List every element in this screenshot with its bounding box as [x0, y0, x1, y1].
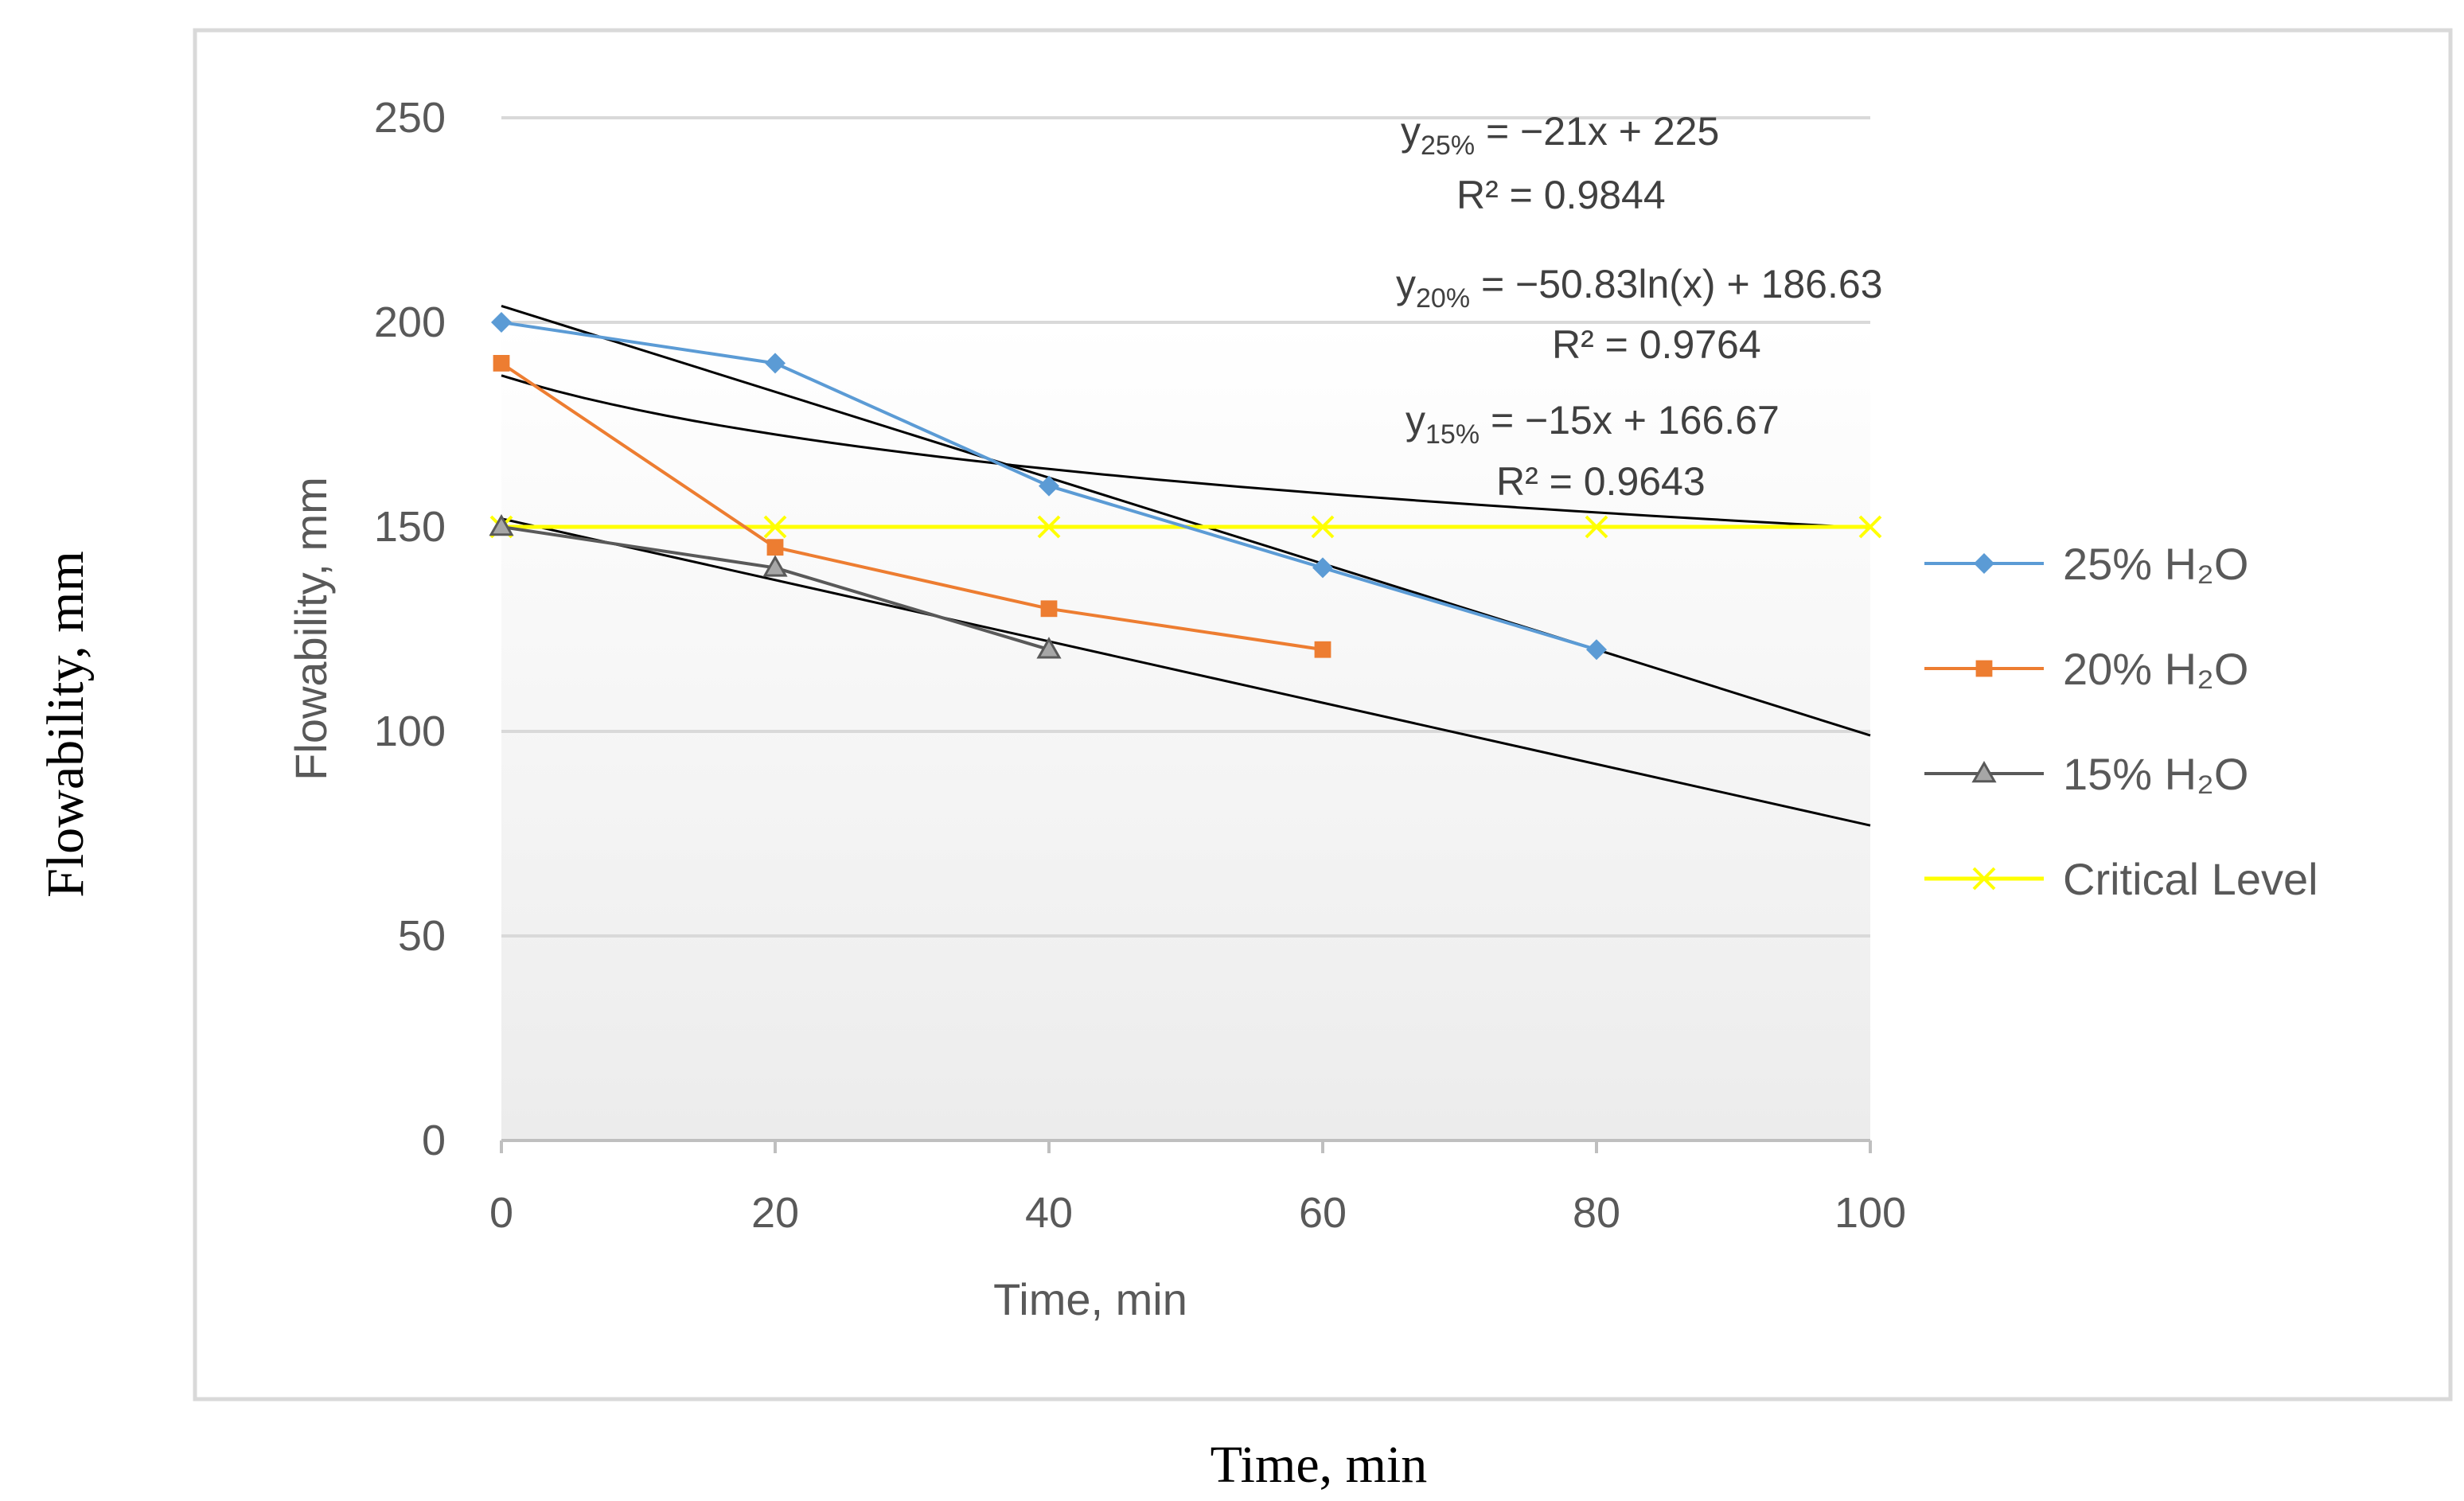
y-axis-title: Flowability, mm [286, 477, 336, 781]
tick-labels: 0 20 40 60 80 100 0 50 100 150 200 250 [374, 94, 1906, 1237]
data-point-3-4 [1585, 515, 1608, 539]
svg-text:R² = 0.9844: R² = 0.9844 [1456, 173, 1666, 217]
legend-item-2: 15% H₂O [1924, 749, 2248, 799]
x-axis-title: Time, min [993, 1274, 1187, 1324]
data-point-1-0 [493, 355, 510, 372]
data-point-1-1 [766, 539, 784, 556]
svg-text:y25% = −21x + 225: y25% = −21x + 225 [1401, 109, 1719, 161]
data-point-0-3 [1312, 557, 1333, 579]
data-point-0-1 [765, 353, 786, 374]
series-0 [491, 312, 1607, 661]
axes [500, 1139, 1872, 1153]
y-tick-label-50: 50 [398, 912, 446, 960]
trendline-equation-15: y15% = −15x + 166.67 R² = 0.9643 [1405, 398, 1780, 504]
data-point-0-4 [1586, 639, 1607, 661]
trendline-2 [501, 517, 1871, 827]
trendline-0 [501, 304, 1871, 737]
trendline-equation-25: y25% = −21x + 225 R² = 0.9844 [1401, 109, 1719, 217]
outer-x-label: Time, min [1211, 1436, 1428, 1494]
trendlines [501, 304, 1871, 827]
legend: 25% H₂O 20% H₂O 15% H₂O Critical Level [1924, 539, 2318, 904]
x-tick-label-20: 20 [751, 1189, 799, 1237]
data-point-3-3 [1311, 515, 1335, 539]
data-point-3-2 [1037, 515, 1061, 539]
series-1 [493, 355, 1331, 658]
legend-item-3: Critical Level [1924, 854, 2318, 904]
svg-text:y15% = −15x + 166.67: y15% = −15x + 166.67 [1405, 398, 1780, 450]
data-point-2-1 [762, 555, 788, 577]
x-tick-label-60: 60 [1299, 1189, 1347, 1237]
legend-label-1: 20% H₂O [2063, 644, 2248, 694]
legend-marker-0 [1974, 553, 1994, 574]
legend-marker-1 [1975, 660, 1993, 677]
legend-item-1: 20% H₂O [1924, 644, 2248, 694]
data-point-2-0 [489, 513, 514, 536]
svg-text:y20% = −50.83ln(x) + 186.63: y20% = −50.83ln(x) + 186.63 [1396, 262, 1883, 314]
legend-label-3: Critical Level [2063, 854, 2318, 904]
x-tick-label-0: 0 [489, 1189, 513, 1237]
data-point-1-2 [1040, 600, 1058, 618]
series-2 [489, 513, 1062, 659]
series-line-1 [500, 361, 1324, 652]
data-point-3-5 [1858, 515, 1882, 539]
y-tick-label-0: 0 [422, 1117, 446, 1164]
trendline-equation-20: y20% = −50.83ln(x) + 186.63 R² = 0.9764 [1396, 262, 1883, 367]
data-point-0-2 [1039, 475, 1059, 497]
x-tick-label-40: 40 [1025, 1189, 1073, 1237]
svg-text:R² = 0.9643: R² = 0.9643 [1496, 459, 1706, 504]
legend-label-0: 25% H₂O [2063, 539, 2248, 589]
svg-text:R² = 0.9764: R² = 0.9764 [1552, 322, 1761, 367]
x-tick-label-100: 100 [1834, 1189, 1906, 1237]
legend-marker-2 [1971, 760, 1997, 783]
y-tick-label-200: 200 [374, 298, 446, 346]
legend-marker-3 [1972, 867, 1996, 891]
x-tick-label-80: 80 [1573, 1189, 1620, 1237]
data-point-1-3 [1314, 641, 1331, 658]
outer-y-label: Flowability, mm [37, 551, 95, 898]
data-point-0-0 [491, 312, 512, 333]
legend-item-0: 25% H₂O [1924, 539, 2248, 589]
y-tick-label-150: 150 [374, 503, 446, 551]
series [489, 312, 1882, 661]
trendline-1 [501, 374, 1871, 529]
y-tick-label-100: 100 [374, 708, 446, 755]
legend-label-2: 15% H₂O [2063, 749, 2248, 799]
y-tick-label-250: 250 [374, 94, 446, 142]
data-point-2-2 [1036, 637, 1062, 659]
data-point-3-1 [763, 515, 787, 539]
